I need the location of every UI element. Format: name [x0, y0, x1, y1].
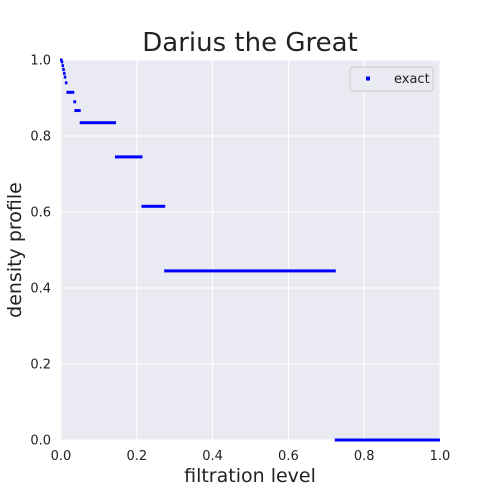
x-tick-label: 1.0	[430, 449, 451, 464]
data-point	[61, 64, 65, 68]
x-tick-label: 0.8	[354, 449, 375, 464]
y-tick-label: 0.0	[30, 434, 51, 449]
legend-marker	[366, 76, 370, 81]
y-tick-label: 1.0	[30, 54, 51, 69]
data-point	[74, 109, 81, 113]
data-point	[79, 121, 116, 125]
data-point	[60, 60, 64, 64]
data-point	[60, 58, 63, 62]
legend: exact	[349, 66, 434, 92]
x-tick-label: 0.0	[51, 449, 72, 464]
data-point	[114, 155, 143, 159]
series-layer	[60, 58, 440, 442]
data-point	[63, 71, 66, 75]
legend-box	[349, 66, 434, 92]
x-tick-label: 0.6	[278, 449, 299, 464]
legend-label: exact	[394, 72, 430, 87]
y-tick-label: 0.8	[30, 130, 51, 145]
data-point	[66, 90, 75, 94]
data-point	[62, 68, 65, 71]
data-point	[64, 81, 68, 85]
grid	[60, 59, 441, 441]
tick-labels: 0.0 0.2 0.4 0.6 0.8 1.0 0.0 0.2 0.4 0.6 0.8 1.0	[30, 54, 450, 465]
x-tick-label: 0.2	[126, 449, 147, 464]
y-tick-label: 0.6	[30, 206, 51, 221]
data-point	[334, 438, 440, 442]
plot-area	[61, 60, 440, 440]
data-point	[63, 75, 67, 79]
data-point	[73, 100, 77, 104]
x-axis-label: filtration level	[184, 465, 316, 487]
x-tick-label: 0.4	[202, 449, 223, 464]
y-tick-label: 0.2	[30, 358, 51, 373]
data-point	[164, 269, 336, 273]
data-point	[141, 204, 166, 208]
y-tick-label: 0.4	[30, 282, 51, 297]
chart-title: Darius the Great	[142, 28, 357, 58]
y-axis-label: density profile	[4, 182, 26, 318]
